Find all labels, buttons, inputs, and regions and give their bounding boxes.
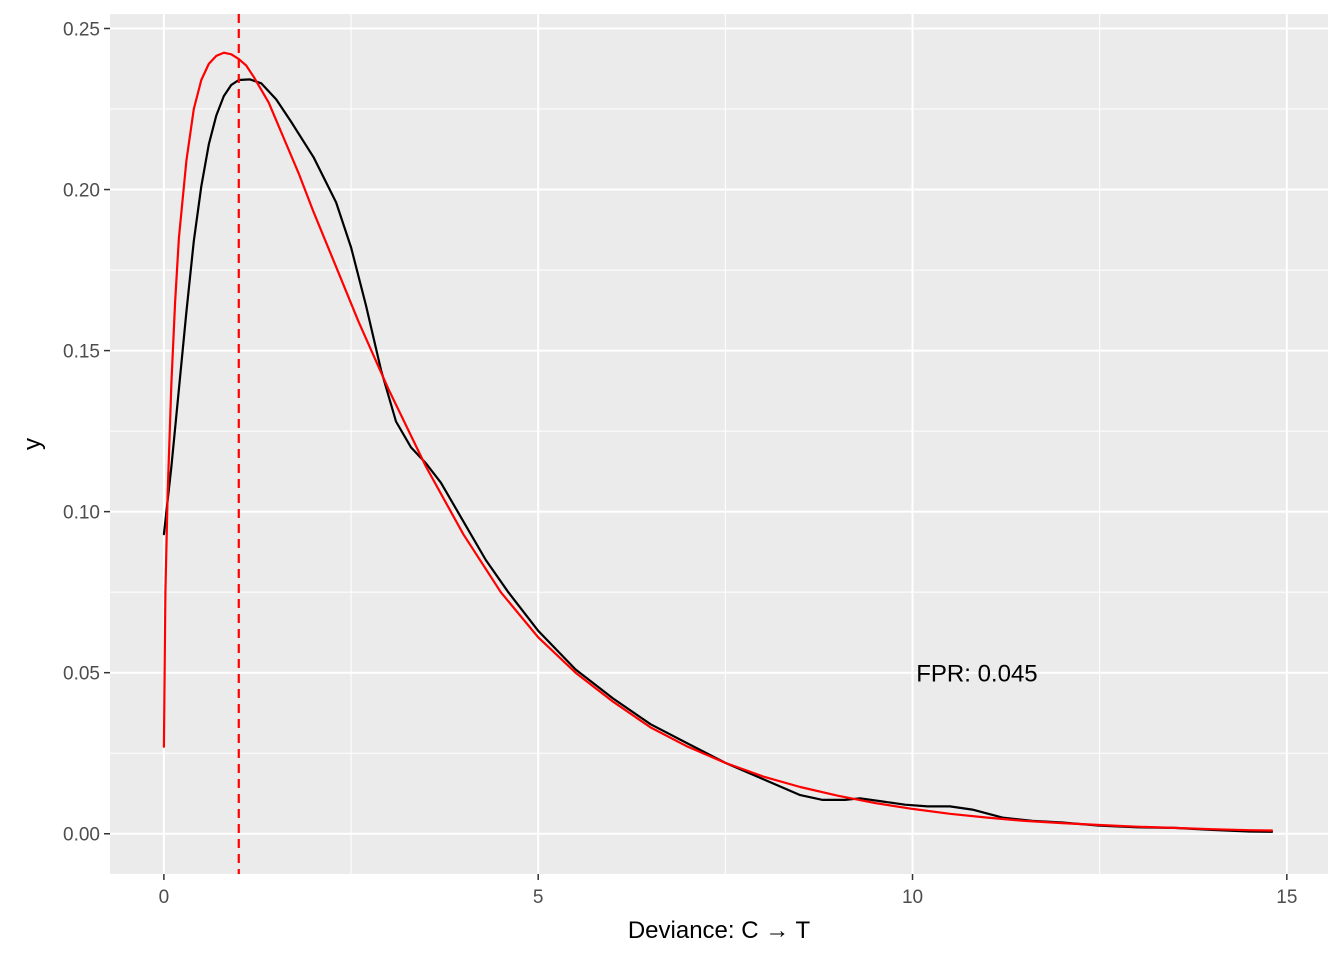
panel-background	[110, 14, 1328, 874]
series-layer	[162, 51, 1274, 833]
x-tick-label: 0	[159, 887, 170, 908]
fitted-line-red	[162, 51, 1274, 832]
fpr-annotation: FPR: 0.045	[916, 661, 1037, 688]
x-tick-label: 5	[533, 887, 544, 908]
x-tick-label: 15	[1276, 887, 1297, 908]
annotation-layer: FPR: 0.045	[916, 661, 1037, 688]
y-tick-label: 0.00	[63, 825, 100, 846]
grid-minor	[110, 14, 1328, 874]
density-line-black	[162, 78, 1274, 833]
x-axis: 0 5 10 15	[159, 874, 1297, 908]
grid-major	[110, 14, 1328, 874]
x-tick-label: 10	[902, 887, 923, 908]
y-tick-label: 0.25	[63, 19, 100, 40]
y-tick-label: 0.15	[63, 342, 100, 363]
y-axis: 0.00 0.05 0.10 0.15 0.20 0.25	[63, 19, 110, 846]
y-tick-label: 0.20	[63, 181, 100, 202]
y-axis-title: y	[19, 438, 46, 450]
x-axis-title: Deviance: C → T	[628, 917, 811, 944]
y-tick-label: 0.05	[63, 664, 100, 685]
y-tick-label: 0.10	[63, 503, 100, 524]
